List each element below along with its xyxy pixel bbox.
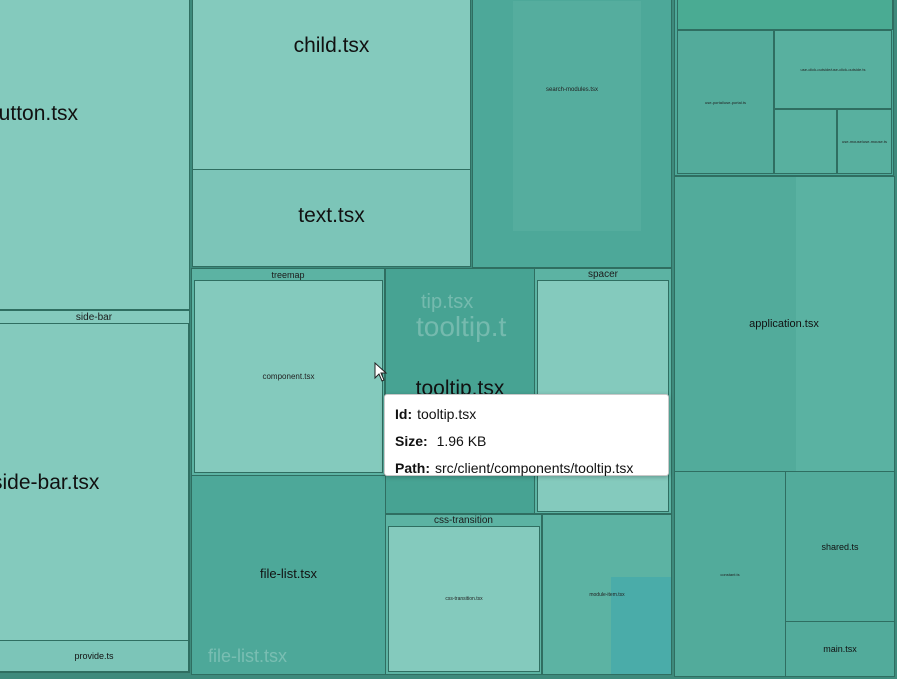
group-label: treemap xyxy=(271,270,305,280)
tile-label: use-mouse/use-mouse.ts xyxy=(842,139,887,144)
group-side-bar[interactable]: side-bar side-bar.tsx provide.ts xyxy=(0,310,190,673)
group-css-transition[interactable]: css-transition css-transition.tsx xyxy=(385,514,542,675)
tooltip-size-row: Size: 1.96 KB xyxy=(395,428,658,455)
tile-module-item[interactable]: module-item.tsx xyxy=(542,514,672,675)
tile-label: shared.ts xyxy=(821,541,859,552)
tile-application[interactable]: application.tsx xyxy=(674,176,895,472)
tooltip-path-row: Path: src/client/components/tooltip.tsx xyxy=(395,455,658,482)
tile-shade xyxy=(796,177,894,471)
tooltip-id-value: tooltip.tsx xyxy=(417,406,477,422)
tooltip-size-label: Size: xyxy=(395,433,428,449)
group-label: spacer xyxy=(587,269,618,280)
tile-css-transition[interactable]: css-transition.tsx xyxy=(388,526,540,672)
tile-label: use-portal/use-portal.ts xyxy=(705,99,746,105)
tile-component[interactable]: component.tsx xyxy=(194,280,383,473)
tile-shade xyxy=(513,1,641,231)
mouse-cursor-icon xyxy=(374,362,388,382)
tile-constant[interactable]: constant.ts xyxy=(674,471,786,677)
tile-label: main.tsx xyxy=(823,644,857,654)
tile-child[interactable]: child.tsx xyxy=(192,0,471,170)
tile-use-portal[interactable]: use-portal/use-portal.ts xyxy=(677,30,774,174)
hover-tooltip: Id: tooltip.tsx Size: 1.96 KB Path: src/cl… xyxy=(384,394,669,476)
tile-label: side-bar.tsx xyxy=(0,471,100,494)
tile-label: css-transition.tsx xyxy=(445,596,483,602)
tile-side-bar[interactable]: side-bar.tsx xyxy=(0,323,189,641)
tooltip-path-value: src/client/components/tooltip.tsx xyxy=(435,460,634,476)
tooltip-id-label: Id: xyxy=(395,406,413,422)
ghost-label: tip.tsx xyxy=(421,291,474,313)
group-treemap[interactable]: treemap component.tsx xyxy=(191,268,385,476)
tile-label: button.tsx xyxy=(0,102,79,125)
tile-shared[interactable]: shared.ts xyxy=(785,471,895,622)
tile-label: search-modules.tsx xyxy=(545,87,599,93)
tile-label: provide.ts xyxy=(74,651,114,661)
group-label: css-transition xyxy=(434,515,493,526)
tile-label: text.tsx xyxy=(298,203,365,227)
group-label: side-bar xyxy=(75,312,113,323)
tile-search-modules[interactable]: search-modules.tsx xyxy=(472,0,672,268)
tile-label: constant.ts xyxy=(720,571,740,577)
tile-button[interactable]: button.tsx xyxy=(0,0,190,310)
tile-provide[interactable]: provide.ts xyxy=(0,640,189,672)
tile-main[interactable]: main.tsx xyxy=(785,621,895,677)
tile-text[interactable]: text.tsx xyxy=(192,169,471,267)
tile-label: module-item.tsx xyxy=(589,591,625,598)
group-hooks[interactable]: use-portal/use-portal.ts use-click-outsi… xyxy=(674,0,894,176)
tile-label: child.tsx xyxy=(293,34,370,57)
tooltip-path-label: Path: xyxy=(395,460,430,476)
tooltip-size-value: 1.96 KB xyxy=(436,433,487,449)
tile-file-list[interactable]: file-list.tsx file-list.tsx xyxy=(191,475,386,675)
tile-use-click-outside[interactable]: use-click-outside/use-click-outside.ts xyxy=(774,30,892,109)
ghost-label: tooltip.t xyxy=(416,311,507,342)
tile-hooks-small[interactable] xyxy=(774,109,837,174)
tile-label: component.tsx xyxy=(262,372,315,381)
tile-shade xyxy=(611,577,671,674)
tooltip-id-row: Id: tooltip.tsx xyxy=(395,401,658,428)
tile-use-mouse[interactable]: use-mouse/use-mouse.ts xyxy=(837,109,892,174)
tile-label: file-list.tsx xyxy=(259,565,318,581)
tile-label: application.tsx xyxy=(749,317,819,330)
tile-hooks-top[interactable] xyxy=(677,0,893,30)
ghost-label: file-list.tsx xyxy=(208,646,288,666)
tile-label: use-click-outside/use-click-outside.ts xyxy=(800,67,866,72)
